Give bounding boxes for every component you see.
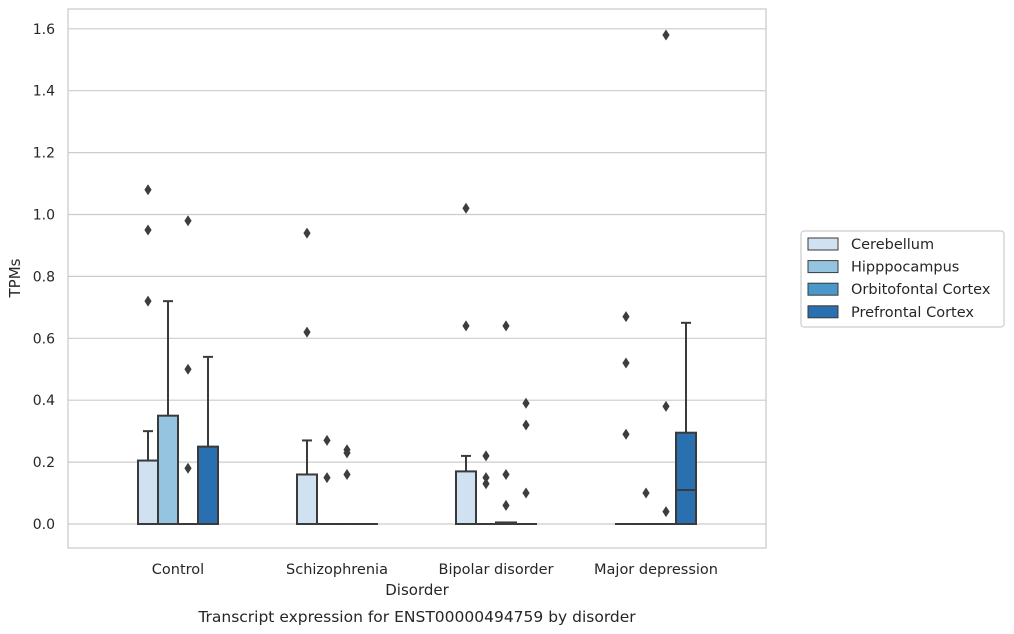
- box-hipppocampus: [635, 487, 657, 526]
- box-hipppocampus: [316, 434, 338, 526]
- outlier-point: [662, 29, 670, 41]
- box-groups: [137, 29, 697, 526]
- outlier-point: [482, 478, 490, 490]
- box-hipppocampus: [157, 300, 179, 525]
- box-cerebellum: [615, 311, 637, 526]
- outlier-point: [662, 400, 670, 412]
- box: [137, 459, 159, 525]
- box: [197, 445, 219, 525]
- outlier-point: [144, 224, 152, 236]
- legend-frame: [800, 230, 1005, 328]
- box-orbitofontal-cortex: [336, 444, 358, 526]
- x-tick-label: Schizophrenia: [286, 562, 388, 578]
- box-cerebellum: [137, 184, 159, 525]
- y-tick-label: 1.2: [33, 146, 55, 162]
- x-tick-label: Major depression: [594, 562, 718, 578]
- outlier-point: [144, 295, 152, 307]
- y-tick-labels: 0.0 0.2 0.4 0.6 0.8 1.0 1.2 1.4 1.6: [33, 22, 55, 533]
- outlier-point: [502, 320, 510, 332]
- box-prefrontal-cortex: [675, 321, 697, 526]
- outlier-point: [522, 487, 530, 499]
- box: [455, 470, 477, 526]
- y-tick-label: 0.8: [33, 269, 55, 285]
- box-orbitofontal-cortex: [655, 29, 677, 526]
- outlier-point: [323, 434, 331, 446]
- y-tick-label: 1.6: [33, 22, 55, 38]
- legend-label: Cerebellum: [851, 237, 934, 253]
- x-tick-label: Bipolar disorder: [439, 562, 554, 578]
- box: [675, 431, 697, 526]
- legend-swatch: [807, 260, 839, 274]
- outlier-point: [343, 468, 351, 480]
- x-tick-labels: Control Schizophrenia Bipolar disorder Majo…: [152, 562, 718, 578]
- box: [157, 414, 179, 525]
- y-tick-label: 0.4: [33, 393, 55, 409]
- outlier-point: [462, 202, 470, 214]
- outlier-point: [522, 419, 530, 431]
- outlier-point: [482, 450, 490, 462]
- legend-swatch: [807, 305, 839, 319]
- box: [296, 473, 318, 526]
- outlier-point: [184, 363, 192, 375]
- outlier-point: [522, 397, 530, 409]
- box-orbitofontal-cortex: [495, 320, 517, 526]
- box-cerebellum: [455, 202, 477, 526]
- legend-swatch: [807, 237, 839, 251]
- outlier-point: [462, 320, 470, 332]
- chart-caption: Transcript expression for ENST0000049475…: [197, 608, 636, 626]
- outlier-point: [482, 472, 490, 484]
- outlier-point: [323, 472, 331, 484]
- outlier-point: [184, 215, 192, 227]
- plot-frame: [67, 8, 767, 549]
- y-axis-label: TPMs: [6, 258, 24, 298]
- legend: Cerebellum Hipppocampus Orbitofontal Corte…: [800, 230, 1005, 328]
- outlier-point: [303, 326, 311, 338]
- box-prefrontal-cortex: [515, 397, 537, 526]
- box-prefrontal-cortex: [197, 355, 219, 525]
- grid-lines: [68, 28, 766, 525]
- y-tick-label: 0.2: [33, 455, 55, 471]
- outlier-point: [622, 428, 630, 440]
- box-cerebellum: [296, 227, 318, 526]
- y-tick-label: 1.4: [33, 84, 55, 100]
- outlier-point: [662, 506, 670, 518]
- x-axis-label: Disorder: [385, 581, 449, 599]
- outlier-point: [502, 499, 510, 511]
- legend-label: Prefrontal Cortex: [851, 305, 974, 321]
- outlier-point: [343, 444, 351, 456]
- box-hipppocampus: [475, 450, 497, 526]
- outlier-point: [642, 487, 650, 499]
- x-tick-label: Control: [152, 562, 204, 578]
- outlier-point: [622, 311, 630, 323]
- outlier-point: [502, 468, 510, 480]
- y-tick-label: 0.0: [33, 517, 55, 533]
- outlier-point: [184, 462, 192, 474]
- outlier-point: [144, 184, 152, 196]
- legend-label: Orbitofontal Cortex: [851, 282, 991, 298]
- y-tick-label: 1.0: [33, 208, 55, 224]
- outlier-point: [622, 357, 630, 369]
- legend-swatch: [807, 282, 839, 296]
- outlier-point: [303, 227, 311, 239]
- legend-label: Hipppocampus: [851, 260, 959, 276]
- y-tick-label: 0.6: [33, 331, 55, 347]
- box-orbitofontal-cortex: [177, 215, 199, 526]
